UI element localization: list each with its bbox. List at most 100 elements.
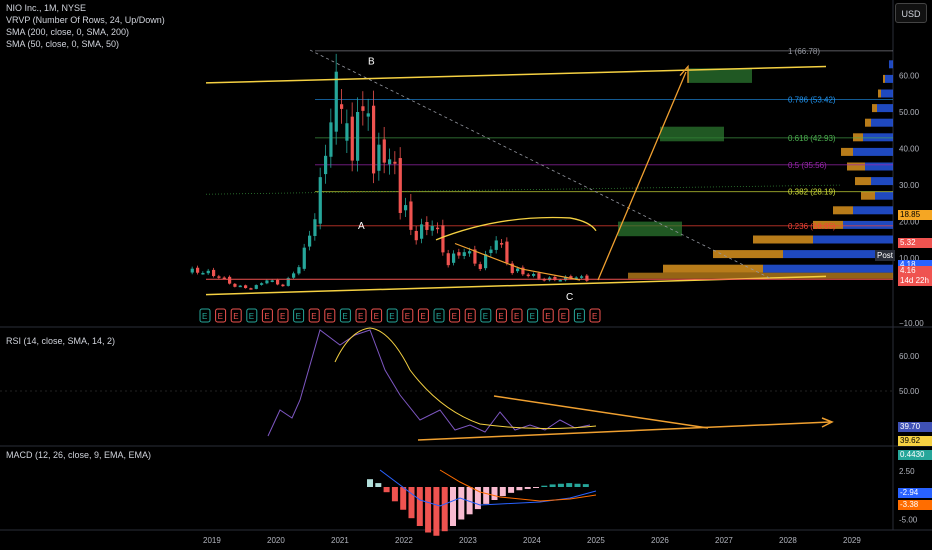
earnings-marker-label: E [202, 312, 207, 321]
volume-profile-bar [855, 177, 871, 186]
macd-histogram-bar [450, 487, 456, 526]
candle-body [356, 111, 360, 161]
candle-body [334, 71, 338, 132]
earnings-marker [386, 308, 398, 323]
candle-body [233, 283, 237, 287]
candle-body [569, 276, 573, 279]
candle-body [553, 276, 557, 281]
earnings-marker-label: E [327, 312, 332, 321]
candle-body [340, 104, 344, 109]
volume-profile-bar [853, 133, 863, 142]
candle-body [452, 253, 456, 263]
channel-upper-line [205, 65, 827, 84]
earnings-marker [324, 308, 336, 323]
price-tick: 60.00 [899, 72, 920, 81]
earnings-marker [308, 308, 320, 323]
rsi-sma-line [334, 327, 597, 430]
earnings-marker [293, 308, 305, 323]
candle-body [468, 251, 472, 254]
fib-level-label: 0.5 (35.56) [788, 161, 827, 170]
candle-body [297, 267, 301, 274]
time-axis-label: 2019 [203, 536, 221, 545]
macd-histogram-bar [533, 487, 539, 488]
candle-body [244, 285, 248, 289]
fib-level-label: 0.236 (18.85) [788, 222, 836, 231]
projection-arrow [597, 71, 687, 281]
volume-profile-bar [813, 235, 893, 244]
candle-body [393, 161, 397, 164]
price-tag: 14d 22h [898, 276, 932, 286]
volume-profile-bar [883, 74, 885, 83]
volume-profile-bar [878, 89, 881, 98]
fib-level-label: 0.382 (28.19) [788, 188, 836, 197]
candle-body [217, 276, 221, 278]
price-tag: 4.18 [898, 260, 932, 270]
candle-body [473, 249, 477, 264]
candle-body [372, 105, 376, 174]
earnings-marker-label: E [576, 312, 581, 321]
sma50-curve [435, 216, 597, 241]
earnings-marker [261, 308, 273, 323]
earnings-marker-label: E [264, 312, 269, 321]
candle-body [313, 219, 317, 236]
candle-body [249, 288, 253, 290]
macd-tag: -3.38 [898, 500, 932, 510]
earnings-marker-label: E [233, 312, 238, 321]
price-tick: −10.00 [899, 319, 924, 328]
candle-body [457, 252, 461, 256]
time-axis-label: 2022 [395, 536, 413, 545]
macd-tag: 0.4430 [898, 450, 932, 460]
earnings-marker-label: E [405, 312, 410, 321]
candle-body [228, 276, 232, 284]
vrvp-legend[interactable]: VRVP (Number Of Rows, 24, Up/Down) [6, 15, 165, 25]
wave-label-b: B [368, 57, 375, 68]
sma200-legend[interactable]: SMA (200, close, 0, SMA, 200) [6, 27, 130, 37]
time-axis-label: 2023 [459, 536, 477, 545]
earnings-marker [433, 308, 445, 323]
target-zone [660, 126, 724, 142]
earnings-marker-label: E [280, 312, 285, 321]
earnings-marker [495, 308, 507, 323]
earnings-marker-label: E [483, 312, 488, 321]
earnings-marker [246, 308, 258, 323]
rsi-legend[interactable]: RSI (14, close, SMA, 14, 2) [6, 336, 116, 346]
macd-histogram-bar [383, 487, 390, 493]
macd-histogram-bar [491, 487, 498, 500]
target-zone [688, 68, 752, 83]
volume-profile-bar [663, 264, 763, 273]
earnings-marker-label: E [514, 312, 519, 321]
macd-tick: -5.00 [899, 516, 918, 525]
rsi-tag: 39.62 [898, 436, 932, 446]
earnings-marker [417, 308, 429, 323]
macd-histogram-bar [466, 487, 473, 515]
candle-body [260, 283, 264, 285]
wedge-line [521, 268, 581, 281]
macd-histogram-bar [367, 479, 373, 487]
candle-body [521, 267, 525, 275]
price-tick: 10.00 [899, 254, 920, 263]
time-axis-label: 2029 [843, 536, 861, 545]
volume-profile-bar [872, 104, 877, 113]
candle-body [462, 252, 466, 257]
macd-legend[interactable]: MACD (12, 26, close, 9, EMA, EMA) [6, 450, 152, 460]
candle-body [212, 269, 216, 277]
sma50-legend[interactable]: SMA (50, close, 0, SMA, 50) [6, 39, 120, 49]
candle-body [196, 267, 200, 273]
price-tag: 4.16 [898, 266, 932, 276]
earnings-marker [215, 308, 227, 323]
currency-button[interactable]: USD [895, 3, 927, 23]
rsi-support-arrow [417, 421, 831, 441]
volume-profile-bar [877, 104, 893, 113]
candle-body [206, 270, 210, 274]
main-legend: NIO Inc., 1M, NYSE VRVP (Number Of Rows,… [6, 2, 165, 50]
wave-label-a: A [358, 221, 365, 232]
volume-profile-bar [863, 133, 893, 142]
symbol-line[interactable]: NIO Inc., 1M, NYSE [6, 3, 87, 13]
macd-histogram-bar [408, 487, 415, 519]
earnings-marker-label: E [218, 312, 223, 321]
candle-body [281, 284, 285, 287]
candle-body [404, 205, 408, 211]
volume-profile-bar [885, 74, 893, 83]
macd-histogram-bar [574, 483, 581, 487]
